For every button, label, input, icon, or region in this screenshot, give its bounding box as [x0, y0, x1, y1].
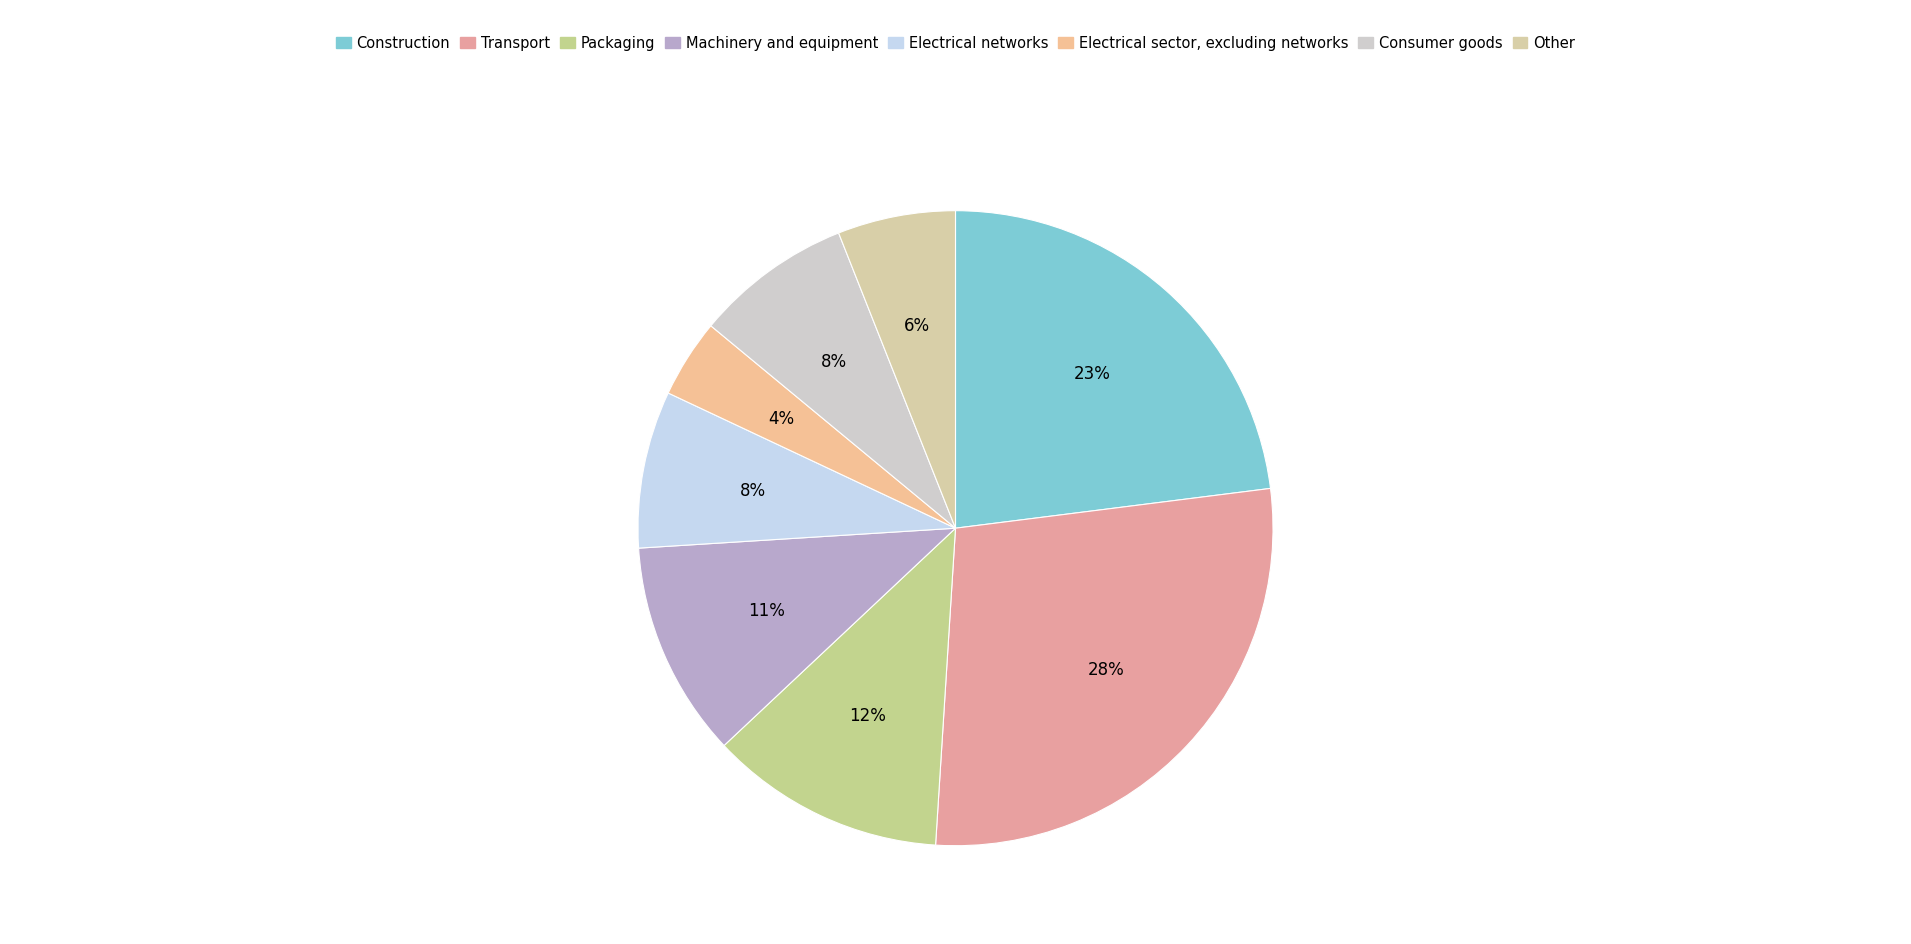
Wedge shape [936, 489, 1273, 846]
Text: 8%: 8% [740, 481, 766, 499]
Wedge shape [839, 211, 956, 529]
Text: 11%: 11% [747, 601, 785, 619]
Text: 4%: 4% [768, 409, 795, 427]
Wedge shape [711, 234, 956, 529]
Wedge shape [638, 394, 956, 548]
Wedge shape [724, 529, 956, 845]
Text: 28%: 28% [1087, 661, 1124, 679]
Text: 23%: 23% [1074, 365, 1110, 383]
Text: 12%: 12% [848, 706, 887, 724]
Text: 6%: 6% [904, 317, 931, 335]
Legend: Construction, Transport, Packaging, Machinery and equipment, Electrical networks: Construction, Transport, Packaging, Mach… [336, 37, 1575, 51]
Wedge shape [956, 211, 1271, 529]
Wedge shape [638, 529, 956, 746]
Wedge shape [669, 327, 956, 529]
Text: 8%: 8% [822, 353, 847, 371]
